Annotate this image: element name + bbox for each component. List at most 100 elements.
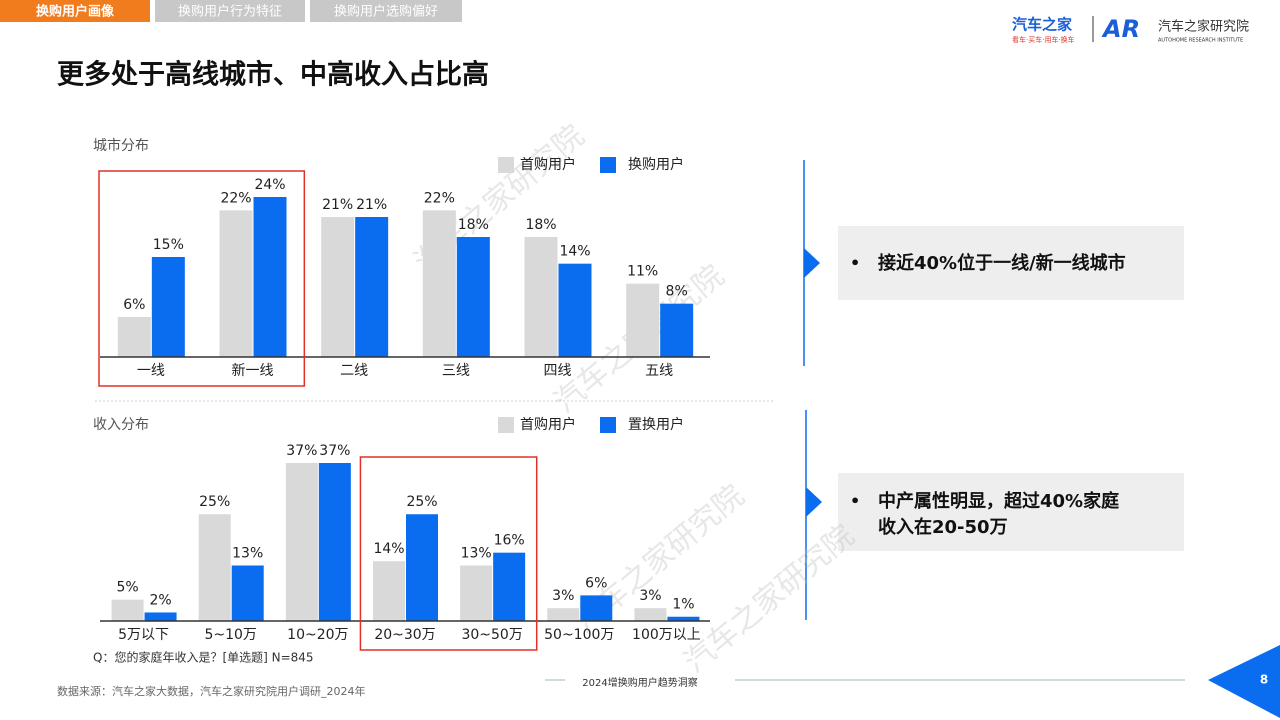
legend-swatch xyxy=(498,417,514,433)
chart-note: Q：您的家庭年收入是？[单选题] N=845 xyxy=(93,650,314,665)
tab-label[interactable]: 换购用户选购偏好 xyxy=(334,4,438,20)
bar xyxy=(231,565,264,621)
value-label: 18% xyxy=(458,217,489,233)
x-tick-label: 100万以上 xyxy=(632,627,701,643)
logo-institute: 汽车之家研究院 xyxy=(1158,19,1249,35)
x-tick-label: 二线 xyxy=(340,363,368,379)
value-label: 8% xyxy=(666,284,688,300)
bar xyxy=(355,217,389,357)
bar xyxy=(111,599,144,621)
tab-active[interactable] xyxy=(0,0,150,22)
value-label: 13% xyxy=(461,545,492,561)
logo-mark: AR xyxy=(1101,15,1140,43)
value-label: 24% xyxy=(254,177,285,193)
page-number: 8 xyxy=(1260,673,1268,687)
x-tick-label: 5~10万 xyxy=(204,627,256,643)
bar xyxy=(580,595,613,621)
bar xyxy=(660,303,694,357)
bar xyxy=(524,237,558,357)
value-label: 6% xyxy=(585,575,607,591)
bar xyxy=(117,317,151,357)
logo-brand: 汽车之家 xyxy=(1012,16,1072,34)
callout-text: 接近40%位于一线/新一线城市 xyxy=(878,252,1126,274)
footer-text: 2024增换购用户趋势洞察 xyxy=(582,676,697,689)
bar xyxy=(144,612,177,621)
value-label: 21% xyxy=(356,197,387,213)
x-tick-label: 三线 xyxy=(442,363,470,379)
bar xyxy=(634,608,667,621)
callout-text: 中产属性明显，超过40%家庭 xyxy=(878,490,1119,512)
legend-swatch xyxy=(600,157,616,173)
tab[interactable] xyxy=(310,0,462,22)
value-label: 18% xyxy=(525,217,556,233)
tab[interactable] xyxy=(155,0,305,22)
legend-label: 首购用户 xyxy=(520,156,576,173)
value-label: 14% xyxy=(373,541,404,557)
bar xyxy=(626,283,660,357)
legend-label: 首购用户 xyxy=(520,416,576,433)
bar xyxy=(318,463,351,621)
value-label: 6% xyxy=(123,297,145,313)
legend-swatch xyxy=(498,157,514,173)
value-label: 37% xyxy=(286,443,317,459)
value-label: 3% xyxy=(639,588,661,604)
value-label: 21% xyxy=(322,197,353,213)
bar xyxy=(321,217,355,357)
bar xyxy=(547,608,580,621)
page-corner xyxy=(1208,645,1280,718)
callout-box xyxy=(838,226,1184,300)
highlight-box xyxy=(98,170,306,387)
logo-institute-en: AUTOHOME RESEARCH INSTITUTE xyxy=(1158,38,1243,44)
value-label: 37% xyxy=(319,443,350,459)
bar xyxy=(456,237,490,357)
value-label: 15% xyxy=(153,237,184,253)
x-tick-label: 50~100万 xyxy=(544,627,614,643)
callout-arrow xyxy=(804,248,820,278)
bar xyxy=(667,616,700,621)
source: 数据来源：汽车之家大数据，汽车之家研究院用户调研_2024年 xyxy=(57,684,366,698)
bar xyxy=(493,552,526,621)
value-label: 11% xyxy=(627,264,658,280)
x-tick-label: 30~50万 xyxy=(461,627,522,643)
value-label: 1% xyxy=(672,597,694,613)
value-label: 25% xyxy=(199,494,230,510)
x-tick-label: 五线 xyxy=(645,363,673,379)
legend-label: 换购用户 xyxy=(628,156,684,173)
x-tick-label: 一线 xyxy=(137,363,165,379)
footer-mask xyxy=(565,674,735,688)
bullet: • xyxy=(850,492,860,511)
bullet: • xyxy=(850,254,860,273)
value-label: 22% xyxy=(424,190,455,206)
tab-label[interactable]: 换购用户画像 xyxy=(36,4,115,20)
x-tick-label: 20~30万 xyxy=(374,627,435,643)
bar xyxy=(253,197,287,357)
bar xyxy=(198,514,231,621)
slide-title: 更多处于高线城市、中高收入占比高 xyxy=(57,59,489,91)
bar xyxy=(406,514,438,621)
bar xyxy=(151,257,185,357)
value-label: 25% xyxy=(406,494,437,510)
tab-label[interactable]: 换购用户行为特征 xyxy=(178,4,282,20)
legend-swatch xyxy=(600,417,616,433)
bar xyxy=(219,210,253,357)
x-tick-label: 新一线 xyxy=(232,363,274,379)
x-tick-label: 5万以下 xyxy=(118,627,169,643)
value-label: 13% xyxy=(232,545,263,561)
value-label: 16% xyxy=(494,533,525,549)
bar xyxy=(373,561,405,621)
bar xyxy=(558,263,592,357)
value-label: 2% xyxy=(149,592,171,608)
logo-slogan: 看车·买车·用车·换车 xyxy=(1012,35,1075,44)
x-tick-label: 10~20万 xyxy=(287,627,348,643)
bar xyxy=(460,565,493,621)
value-label: 22% xyxy=(220,190,251,206)
x-tick-label: 四线 xyxy=(544,363,572,379)
legend-label: 置换用户 xyxy=(628,416,684,433)
value-label: 5% xyxy=(116,580,138,596)
value-label: 3% xyxy=(552,588,574,604)
callout-arrow xyxy=(806,487,822,517)
bar xyxy=(422,210,456,357)
chart-title: 城市分布 xyxy=(93,137,149,154)
callout-box xyxy=(838,473,1184,551)
